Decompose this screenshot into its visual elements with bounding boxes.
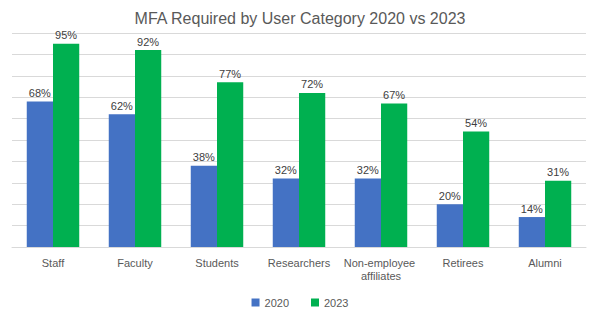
svg-text:32%: 32% (275, 164, 297, 176)
svg-text:Non-employee: Non-employee (344, 257, 419, 269)
svg-text:72%: 72% (301, 78, 323, 90)
svg-text:2020: 2020 (265, 297, 289, 309)
svg-text:68%: 68% (29, 87, 51, 99)
svg-text:95%: 95% (55, 29, 77, 41)
svg-text:77%: 77% (219, 68, 241, 80)
svg-text:92%: 92% (137, 36, 159, 48)
svg-text:Students: Students (195, 257, 239, 269)
svg-text:Retirees: Retirees (443, 257, 484, 269)
svg-text:62%: 62% (111, 100, 133, 112)
svg-text:54%: 54% (465, 117, 487, 129)
svg-text:MFA Required by User Category: MFA Required by User Category 2020 vs 20… (135, 10, 466, 27)
svg-text:Faculty: Faculty (117, 257, 153, 269)
svg-text:Alumni: Alumni (528, 257, 562, 269)
svg-text:20%: 20% (439, 190, 461, 202)
svg-text:2023: 2023 (324, 297, 348, 309)
svg-text:Researchers: Researchers (268, 257, 331, 269)
svg-text:31%: 31% (547, 166, 569, 178)
svg-text:67%: 67% (383, 89, 405, 101)
svg-text:affiliates: affiliates (361, 270, 402, 282)
svg-text:Staff: Staff (42, 257, 65, 269)
svg-text:38%: 38% (193, 151, 215, 163)
svg-text:32%: 32% (357, 164, 379, 176)
svg-text:14%: 14% (521, 203, 543, 215)
